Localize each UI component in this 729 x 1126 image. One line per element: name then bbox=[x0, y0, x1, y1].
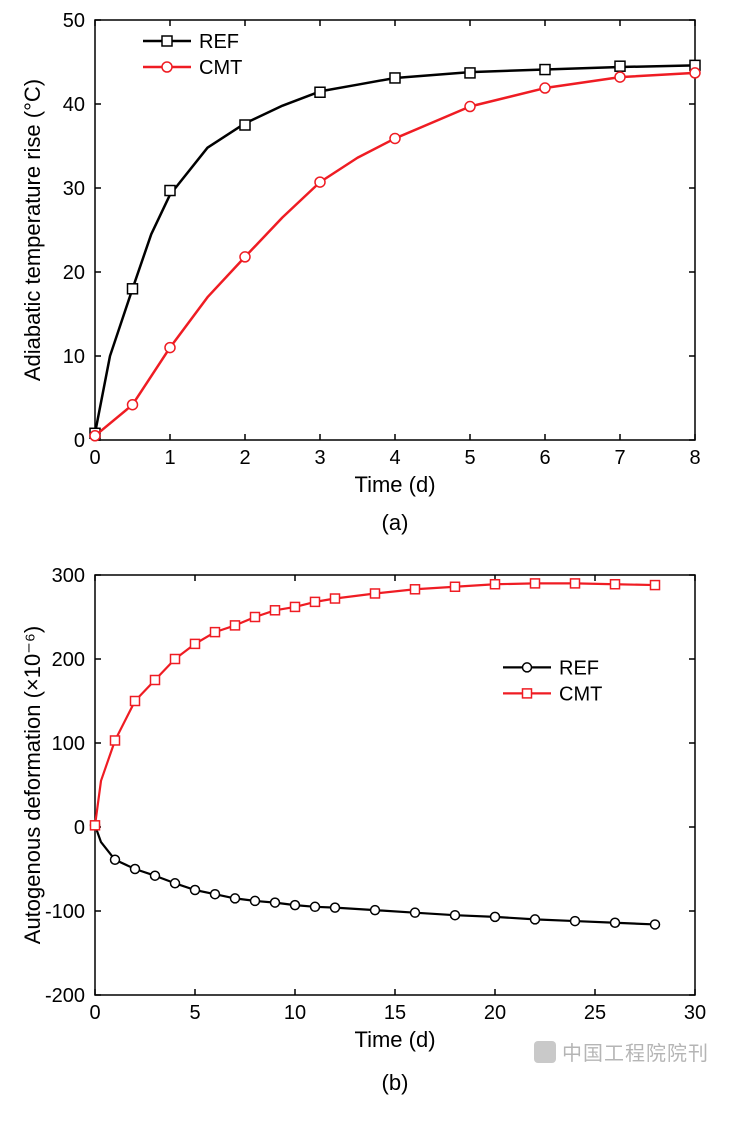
y-tick-label: -200 bbox=[45, 985, 85, 1007]
y-tick-label: 0 bbox=[74, 430, 85, 452]
chart-b-svg: 0 5 10 15 20 25 30 -200 -100 0 100 200 300 Time (d) Au… bbox=[0, 555, 729, 1115]
y-tick-label: 20 bbox=[63, 262, 85, 284]
x-tick-label: 15 bbox=[384, 1002, 406, 1024]
x-tick-label: 30 bbox=[684, 1002, 706, 1024]
y-tick-label: 40 bbox=[63, 94, 85, 116]
x-tick-label: 8 bbox=[689, 447, 700, 469]
legend-cmt: CMT bbox=[199, 57, 242, 79]
x-tick-label: 5 bbox=[189, 1002, 200, 1024]
x-axis-label: Time (d) bbox=[354, 472, 435, 497]
y-tick-label: 10 bbox=[63, 346, 85, 368]
y-tick-label: -100 bbox=[45, 901, 85, 923]
y-tick-label: 100 bbox=[52, 733, 85, 755]
legend-cmt: CMT bbox=[559, 683, 602, 705]
x-tick-label: 1 bbox=[164, 447, 175, 469]
x-tick-label: 25 bbox=[584, 1002, 606, 1024]
y-tick-label: 50 bbox=[63, 10, 85, 32]
chart-b: 0 5 10 15 20 25 30 -200 -100 0 100 200 300 Time (d) Au… bbox=[0, 555, 729, 1115]
x-tick-label: 3 bbox=[314, 447, 325, 469]
x-tick-label: 6 bbox=[539, 447, 550, 469]
x-tick-label: 10 bbox=[284, 1002, 306, 1024]
panel-caption: (b) bbox=[382, 1070, 409, 1095]
x-tick-label: 5 bbox=[464, 447, 475, 469]
y-tick-label: 0 bbox=[74, 817, 85, 839]
x-tick-label: 20 bbox=[484, 1002, 506, 1024]
x-tick-label: 0 bbox=[89, 1002, 100, 1024]
chart-a: 0 1 2 3 4 5 6 7 8 0 10 20 30 40 50 Time (d) Adiabatic te… bbox=[0, 0, 729, 545]
panel-caption: (a) bbox=[382, 510, 409, 535]
x-tick-label: 4 bbox=[389, 447, 400, 469]
y-axis-label: Adiabatic temperature rise (°C) bbox=[20, 79, 45, 381]
legend-ref: REF bbox=[199, 31, 239, 53]
legend-ref: REF bbox=[559, 657, 599, 679]
x-axis-label: Time (d) bbox=[354, 1027, 435, 1052]
x-tick-label: 0 bbox=[89, 447, 100, 469]
y-tick-label: 300 bbox=[52, 565, 85, 587]
x-tick-label: 2 bbox=[239, 447, 250, 469]
y-tick-label: 200 bbox=[52, 649, 85, 671]
y-axis-label: Autogenous deformation (×10⁻⁶) bbox=[20, 626, 45, 944]
chart-a-svg: 0 1 2 3 4 5 6 7 8 0 10 20 30 40 50 Time (d) Adiabatic te… bbox=[0, 0, 729, 545]
y-tick-label: 30 bbox=[63, 178, 85, 200]
x-tick-label: 7 bbox=[614, 447, 625, 469]
